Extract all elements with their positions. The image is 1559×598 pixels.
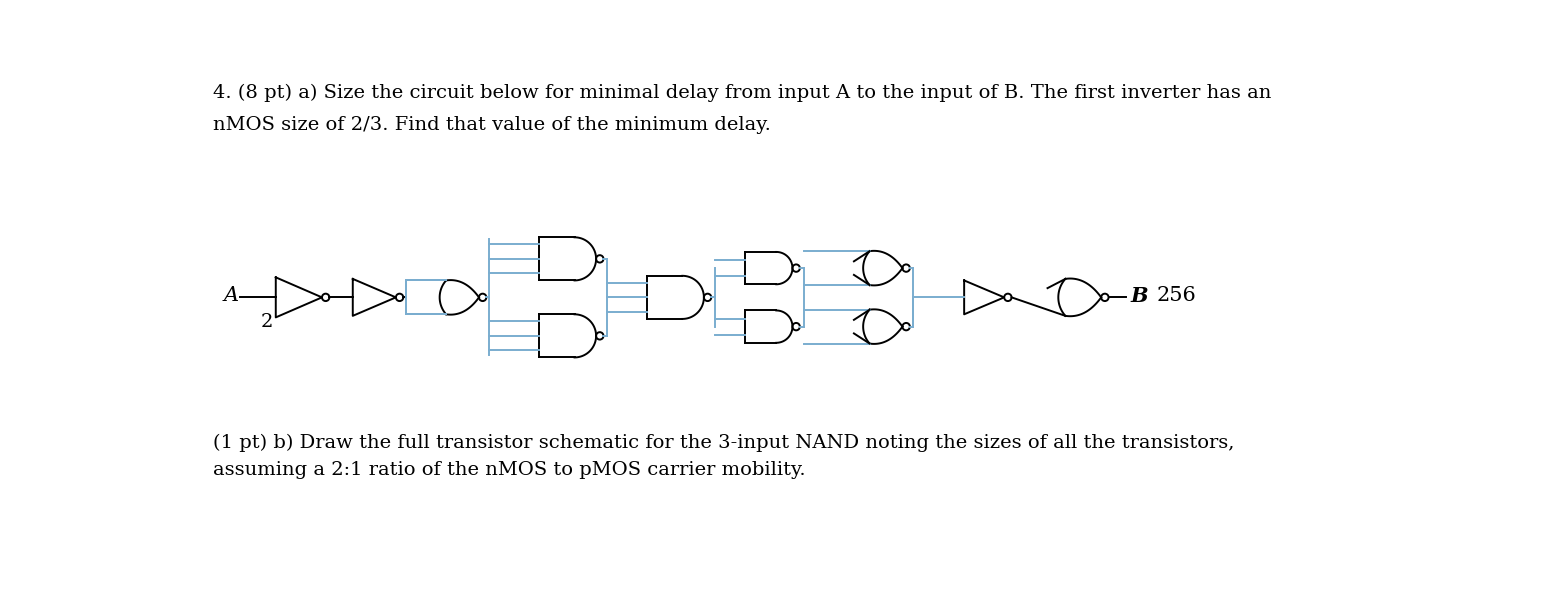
Text: A: A	[223, 286, 239, 304]
Text: (1 pt) b) Draw the full transistor schematic for the 3-input NAND noting the siz: (1 pt) b) Draw the full transistor schem…	[212, 434, 1235, 452]
Text: 2: 2	[260, 313, 273, 331]
Text: 256: 256	[1157, 286, 1196, 306]
Text: nMOS size of 2/3. Find that value of the minimum delay.: nMOS size of 2/3. Find that value of the…	[212, 117, 770, 135]
Text: B: B	[1130, 286, 1147, 306]
Text: assuming a 2:1 ratio of the nMOS to pMOS carrier mobility.: assuming a 2:1 ratio of the nMOS to pMOS…	[212, 462, 806, 480]
Text: 4. (8 pt) a) Size the circuit below for minimal delay from input A to the input : 4. (8 pt) a) Size the circuit below for …	[212, 84, 1271, 102]
